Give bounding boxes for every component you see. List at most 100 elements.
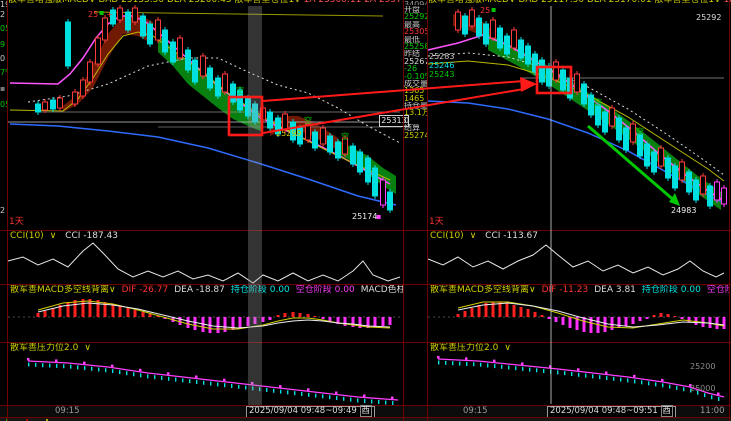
pressure-tick [717,392,720,395]
pressure-tick [655,382,657,387]
pressure-step-line [27,360,399,401]
macd-bar [193,317,197,330]
panel-border[interactable] [403,0,404,421]
panel-border[interactable] [427,0,428,421]
macd-bar [358,317,362,328]
pressure-tick [224,383,226,388]
pressure-tick [168,376,170,381]
macd-bar [491,302,495,317]
candle-body [357,151,363,173]
left-macd-header[interactable]: 散军善MACD多空线背离∨ DIF -26.77 DEA -18.87 持仓阶段 0.… [10,285,403,296]
right-cci-name[interactable]: CCI(10) [430,231,464,241]
left-cci-name[interactable]: CCI(10) [10,231,44,241]
indicator-value: DAD 25155.50 [98,0,167,5]
macd-header-value: DIF -11.23 [541,285,589,295]
candle-body [380,179,386,206]
left-macd-chart[interactable] [8,297,403,341]
quote-row: 0 [404,116,410,125]
pressure-tick [501,364,503,369]
candle-body [525,45,531,65]
pressure-tick [515,366,517,371]
pressure-tick [251,381,254,385]
pressure-tick [266,387,268,392]
indicator-value: 1A 25500.11 [303,0,365,5]
pressure-tick [175,377,177,382]
macd-bar [96,300,100,317]
pane-divider[interactable] [0,230,731,231]
macd-bar [231,317,235,330]
chevron-down-icon[interactable]: ∨ [49,231,57,241]
pressure-tick [676,385,678,390]
axis-label: 25200 [690,362,715,371]
indicator-value: 1A 25321.50 [723,0,731,5]
macd-bar [291,312,295,317]
macd-header-value: 持仓阶段 0.00 [641,285,701,295]
candle-body [511,29,517,49]
pressure-tick [217,382,219,387]
pressure-tick [70,364,72,369]
macd-bar [351,317,355,327]
selected-bar-highlight [248,6,262,405]
right-pressure-header: 散军善压力位2.0 ∨ [430,343,517,354]
left-pressure-name[interactable]: 散军善压力位2.0 [10,343,79,353]
right-macd-chart[interactable] [428,297,726,341]
right-pressure-name[interactable]: 散军善压力位2.0 [430,343,499,353]
clipped-text-fragment: 2 [0,10,6,19]
chevron-down-icon[interactable]: ∨ [504,343,511,353]
pressure-tick [343,396,345,401]
quote-row: 13.1万 [404,109,427,117]
chart-marker: ▪ [376,212,381,221]
pressure-tick [543,369,545,373]
pressure-tick [84,366,86,371]
left-pressure-chart[interactable] [8,355,403,406]
macd-bar [306,314,310,317]
quote-row: 开盘 [404,6,420,14]
candle-body [602,111,608,133]
pressure-tick [549,365,552,368]
macd-bar [313,316,317,317]
candle-body [110,9,116,25]
pressure-tick [133,372,135,377]
clipped-text-fragment: 05 [0,100,7,109]
pressure-tick [301,391,303,396]
chart-marker: 25 [480,6,490,15]
left-date-range-box[interactable]: 2025/09/04 09:48~09:49 酉 [246,405,376,418]
right-pressure-chart[interactable]: 25200 25000 [428,355,726,403]
calendar-icon[interactable]: 酉 [359,405,373,417]
right-macd-header[interactable]: 散军善MACD多空线背离∨ DIF -11.23 DEA 3.81 持仓阶段 0.00… [430,285,730,296]
right-cci-chart[interactable] [427,231,726,284]
pressure-tick [452,361,454,366]
chevron-down-icon[interactable]: ∨ [469,231,477,241]
chart-marker: 25243 [429,70,454,79]
pane-divider[interactable] [0,342,731,343]
pressure-tick [189,379,191,384]
pressure-tick [147,374,149,379]
clipped-text-fragment: 05 [0,24,7,33]
candle-body [595,104,601,126]
quote-row: 最高 [404,20,420,29]
pressure-tick [259,387,261,392]
pressure-tick [648,381,650,386]
pressure-tick [223,378,226,382]
macd-bar [388,317,392,325]
chevron-down-icon[interactable]: ∨ [84,343,91,353]
candle-body [87,61,93,83]
pressure-tick [252,386,254,391]
pane-divider[interactable] [0,284,731,285]
pressure-tick [473,362,475,367]
left-cci-chart[interactable] [7,231,403,284]
macd-bar [81,299,85,317]
candle-body [327,135,333,153]
right-date-range: 2025/09/04 09:48~09:51 [550,406,658,416]
candle-body [267,111,273,129]
macd-bar [512,305,516,317]
macd-header-value: DEA 3.81 [594,285,636,295]
candle-body [714,181,720,201]
quote-row: -26 [404,65,418,73]
moving-average-line [427,100,725,204]
chart-marker: ▪ [491,5,496,14]
calendar-icon[interactable]: 酉 [660,405,674,417]
macd-bar [533,312,537,317]
